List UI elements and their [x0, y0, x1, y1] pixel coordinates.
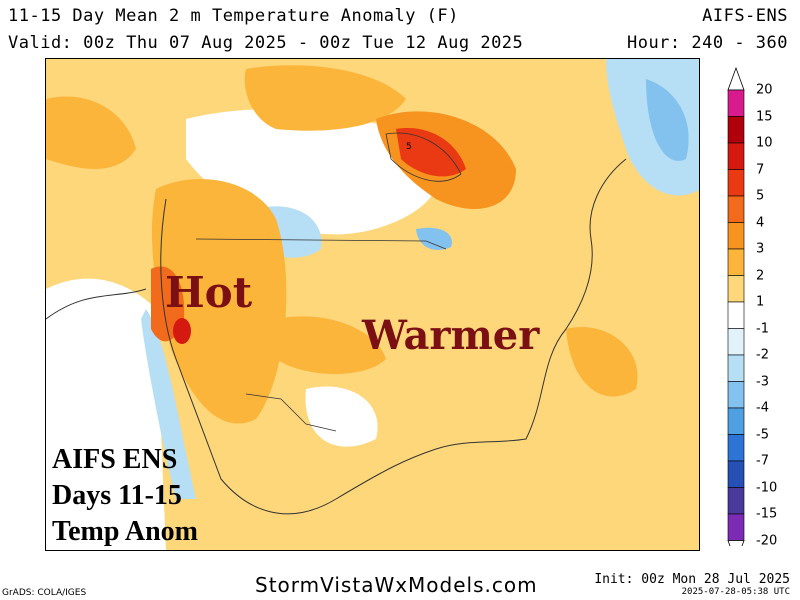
warm-area-arctic [244, 65, 406, 131]
legend-label: 3 [756, 241, 765, 257]
warm-area-atlantic [566, 327, 638, 397]
panel-line-model: AIFS ENS [52, 444, 178, 475]
legend-label: 4 [756, 215, 765, 230]
contour-line-hudson [385, 132, 462, 182]
legend-label: -3 [756, 374, 769, 389]
color-legend: 20 15 10 7 5 4 3 2 1 -1 -2 -3 -4 -5 -7 -10 -15 -20 [718, 66, 798, 564]
cool-core-labrador [646, 79, 689, 161]
panel-line-days: Days 11-15 [52, 480, 182, 511]
legend-swatch [727, 328, 745, 356]
legend-swatch [727, 89, 745, 117]
legend-swatch [727, 195, 745, 223]
legend-swatch [727, 434, 745, 462]
contour-line-pacific [46, 288, 147, 320]
legend-label: 2 [756, 268, 765, 283]
us-mexico-border [245, 393, 337, 432]
legend-swatch [727, 222, 745, 250]
site-watermark: StormVistaWxModels.com [255, 573, 538, 597]
temperature-anomaly-map: 5 [45, 58, 700, 551]
valid-range: Valid: 00z Thu 07 Aug 2025 - 00z Tue 12 … [8, 33, 524, 53]
coastline [160, 158, 627, 515]
legend-label: -10 [756, 480, 778, 495]
legend-label: 15 [756, 109, 773, 124]
legend-label: -2 [756, 347, 769, 363]
legend-swatch [727, 460, 745, 488]
grads-credit: GrADS: COLA/IGES [2, 588, 87, 598]
legend-swatch [727, 248, 745, 276]
legend-swatch [727, 169, 745, 197]
neutral-area-south [305, 386, 378, 447]
legend-label: -5 [756, 427, 769, 442]
legend-swatch [727, 116, 745, 144]
annotation-warmer: Warmer [362, 312, 540, 359]
legend-label: -1 [756, 321, 769, 336]
legend-label: -7 [756, 453, 769, 469]
model-name: AIFS-ENS [702, 6, 788, 26]
generated-timestamp: 2025-07-28-05:38 UTC [681, 587, 790, 597]
legend-arrow-top [727, 66, 745, 91]
legend-label: 7 [756, 162, 765, 177]
legend-swatch [727, 142, 745, 170]
contour-label: 5 [406, 142, 412, 152]
forecast-hours: Hour: 240 - 360 [626, 33, 788, 53]
us-canada-border [195, 238, 447, 250]
hot-core-california [173, 318, 191, 344]
warm-area-west [151, 179, 287, 424]
cool-strip-coast [141, 309, 196, 499]
neutral-area-pacific [46, 278, 166, 550]
warm-area-alaska [46, 96, 136, 169]
legend-label: -15 [756, 506, 778, 522]
legend-swatch [727, 301, 745, 329]
legend-colorbar [727, 66, 745, 564]
legend-label: 20 [756, 82, 773, 98]
legend-swatch [727, 487, 745, 515]
legend-swatch [727, 275, 745, 303]
legend-label: -4 [756, 400, 769, 416]
legend-swatch [727, 407, 745, 435]
legend-arrow-bottom [727, 540, 745, 564]
legend-swatch [727, 381, 745, 409]
panel-line-variable: Temp Anom [52, 516, 199, 547]
warm-area-plains [276, 316, 386, 374]
warm-area-east [426, 221, 612, 359]
init-time: Init: 00z Mon 28 Jul 2025 [594, 572, 790, 587]
legend-swatch [727, 354, 745, 382]
legend-label: 1 [756, 294, 765, 310]
annotation-hot: Hot [165, 268, 253, 317]
legend-label: 5 [756, 188, 765, 204]
legend-label: 10 [756, 135, 773, 151]
chart-title: 11-15 Day Mean 2 m Temperature Anomaly (… [8, 6, 459, 26]
hot-core-hudson [396, 128, 466, 177]
cool-area-great-lakes [416, 227, 452, 250]
legend-swatch [727, 513, 745, 541]
map-svg: 5 [46, 59, 699, 550]
legend-label: -20 [756, 533, 778, 548]
